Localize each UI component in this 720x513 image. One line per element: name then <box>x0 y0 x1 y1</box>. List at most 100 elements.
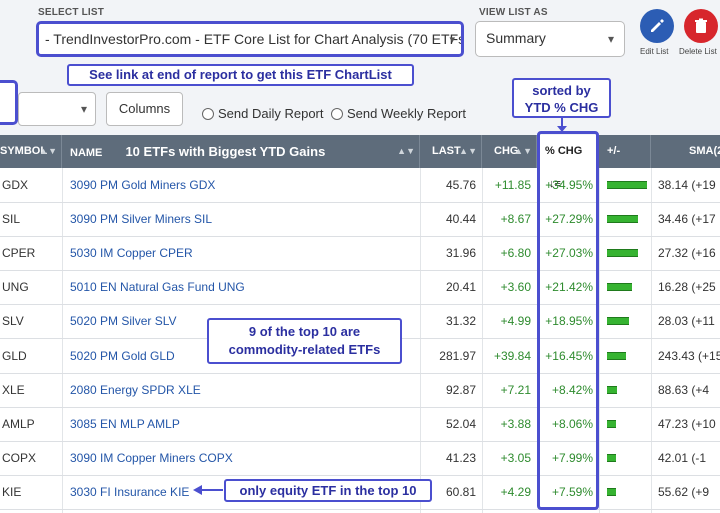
table-row[interactable]: KIE 3030 FI Insurance KIE 60.81 +4.29 +7.59%… <box>0 475 720 509</box>
cell-symbol: SLV <box>2 314 24 329</box>
column-divider <box>62 168 63 513</box>
sort-dropdown[interactable]: ▾ <box>18 92 96 126</box>
cell-pct-chg: +18.95% <box>545 314 593 329</box>
col-header-name-label: NAME <box>70 147 103 159</box>
column-divider <box>420 168 421 513</box>
change-bar <box>607 419 616 428</box>
cell-pct-chg: +34.95% <box>545 178 593 192</box>
change-bar <box>607 215 638 224</box>
row-divider <box>0 440 720 442</box>
cell-name[interactable]: 3085 EN MLP AMLP <box>70 416 180 431</box>
cell-symbol: SIL <box>2 212 21 227</box>
table-row[interactable]: GDX 3090 PM Gold Miners GDX 45.76 +11.85 +34… <box>0 168 720 202</box>
cell-pct-chg: +16.45% <box>545 348 593 363</box>
sorted-by-callout: sorted by YTD % CHG <box>512 78 611 118</box>
col-header-chg-label: CHG <box>494 145 519 157</box>
select-list-value: - TrendInvestorPro.com - ETF Core List f… <box>45 31 464 47</box>
cell-name[interactable]: 3030 FI Insurance KIE <box>70 484 190 499</box>
table-row[interactable]: GLD 5020 PM Gold GLD 281.97 +39.84 +16.45% 24… <box>0 339 720 373</box>
row-divider <box>0 236 720 238</box>
commodity-note-line2: commodity-related ETFs <box>228 342 381 357</box>
cell-sma: 27.32 (+16 <box>658 246 716 261</box>
cell-symbol: KIE <box>2 484 22 499</box>
change-bar <box>607 317 629 326</box>
commodity-note-line1: 9 of the top 10 are <box>248 324 361 339</box>
cell-sma: 38.14 (+19 <box>658 178 716 192</box>
row-divider <box>0 474 720 476</box>
sort-arrows-icon: ▲▼ <box>514 146 532 156</box>
table-row[interactable]: XLE 2080 Energy SPDR XLE 92.87 +7.21 +8.42% 8… <box>0 373 720 407</box>
cell-pct-chg: +7.59% <box>551 484 593 499</box>
col-header-last-label: LAST <box>432 145 461 157</box>
cell-pct-chg: +27.03% <box>545 246 593 261</box>
col-header-symbol-label: SYMBOL <box>0 145 48 157</box>
cell-name[interactable]: 5020 PM Silver SLV <box>70 314 177 329</box>
cell-chg: +39.84 <box>493 348 531 363</box>
cell-sma: 34.46 (+17 <box>658 212 716 227</box>
cell-last: 31.32 <box>445 314 476 329</box>
row-divider <box>0 202 720 203</box>
change-bar <box>607 249 638 258</box>
cell-name[interactable]: 5010 EN Natural Gas Fund UNG <box>70 280 245 295</box>
cell-pct-chg: +8.42% <box>551 382 593 397</box>
row-divider <box>0 508 720 510</box>
cell-chg: +3.60 <box>500 280 531 295</box>
cell-last: 60.81 <box>445 484 476 499</box>
cell-symbol: GLD <box>2 348 27 363</box>
column-divider <box>482 168 483 513</box>
cell-last: 281.97 <box>439 348 476 363</box>
send-daily-report-radio[interactable]: Send Daily Report <box>202 106 324 121</box>
cell-last: 41.23 <box>445 450 476 465</box>
arrow-left-icon <box>193 485 223 495</box>
delete-list-button[interactable] <box>684 9 718 43</box>
cell-chg: +7.21 <box>500 382 531 397</box>
cell-name[interactable]: 5030 IM Copper CPER <box>70 246 193 261</box>
col-header-pct-chg[interactable]: % CHG ↓≡ <box>537 135 599 190</box>
change-bar <box>607 487 616 496</box>
cell-chg: +3.05 <box>500 450 531 465</box>
col-header-plus-minus[interactable]: +/- <box>599 135 651 168</box>
col-header-last[interactable]: LAST ▲▼ <box>420 135 482 168</box>
select-list-dropdown[interactable]: - TrendInvestorPro.com - ETF Core List f… <box>36 21 464 57</box>
row-divider <box>0 304 720 306</box>
trash-icon <box>695 18 707 33</box>
send-weekly-report-radio[interactable]: Send Weekly Report <box>331 106 466 121</box>
table-row[interactable]: SIL 3090 PM Silver Miners SIL 40.44 +8.67 +2… <box>0 202 720 236</box>
cell-name[interactable]: 3090 IM Copper Miners COPX <box>70 450 233 465</box>
chevron-down-icon: ▾ <box>449 34 455 46</box>
cell-pct-chg: +7.99% <box>551 450 593 465</box>
table-row[interactable]: SLV 5020 PM Silver SLV 31.32 +4.99 +18.95% 28… <box>0 304 720 338</box>
table-row[interactable]: COPX 3090 IM Copper Miners COPX 41.23 +3.05… <box>0 441 720 475</box>
pencil-icon <box>651 19 664 32</box>
view-list-dropdown[interactable]: Summary ▾ <box>475 21 625 57</box>
col-header-sma-label: SMA(2 <box>689 145 720 157</box>
change-bar <box>607 453 616 462</box>
equity-callout: only equity ETF in the top 10 <box>224 479 432 502</box>
cell-sma: 47.23 (+10 <box>658 416 716 431</box>
column-divider <box>599 168 600 513</box>
edit-list-button[interactable] <box>640 9 674 43</box>
columns-button[interactable]: Columns <box>106 92 183 126</box>
link-note-callout: See link at end of report to get this ET… <box>67 64 414 86</box>
view-list-label: VIEW LIST AS <box>479 7 548 18</box>
col-header-name[interactable]: NAME 10 ETFs with Biggest YTD Gains ▲▼ <box>62 135 420 168</box>
cell-name[interactable]: 5020 PM Gold GLD <box>70 348 175 363</box>
col-header-symbol[interactable]: SYMBOL ▲▼ <box>0 135 62 168</box>
highlight-frame <box>0 80 18 125</box>
cell-name[interactable]: 3090 PM Gold Miners GDX <box>70 178 216 192</box>
cell-name[interactable]: 3090 PM Silver Miners SIL <box>70 212 213 227</box>
cell-pct-chg: +27.29% <box>545 212 593 227</box>
chevron-down-icon: ▾ <box>607 32 614 46</box>
cell-chg: +4.99 <box>500 314 531 329</box>
table-row[interactable]: UNG 5010 EN Natural Gas Fund UNG 20.41 +3.6… <box>0 270 720 304</box>
cell-pct-chg: +8.06% <box>551 416 593 431</box>
row-divider <box>0 270 720 272</box>
table-row[interactable]: CPER 5030 IM Copper CPER 31.96 +6.80 +27.03%… <box>0 236 720 270</box>
cell-pct-chg: +21.42% <box>545 280 593 295</box>
cell-name[interactable]: 2080 Energy SPDR XLE <box>70 382 201 397</box>
row-divider <box>0 372 720 374</box>
col-header-chg[interactable]: CHG ▲▼ <box>482 135 537 168</box>
table-row[interactable]: AMLP 3085 EN MLP AMLP 52.04 +3.88 +8.06% 47.2… <box>0 407 720 441</box>
cell-chg: +3.88 <box>500 416 531 431</box>
col-header-sma[interactable]: SMA(2 <box>651 135 720 168</box>
